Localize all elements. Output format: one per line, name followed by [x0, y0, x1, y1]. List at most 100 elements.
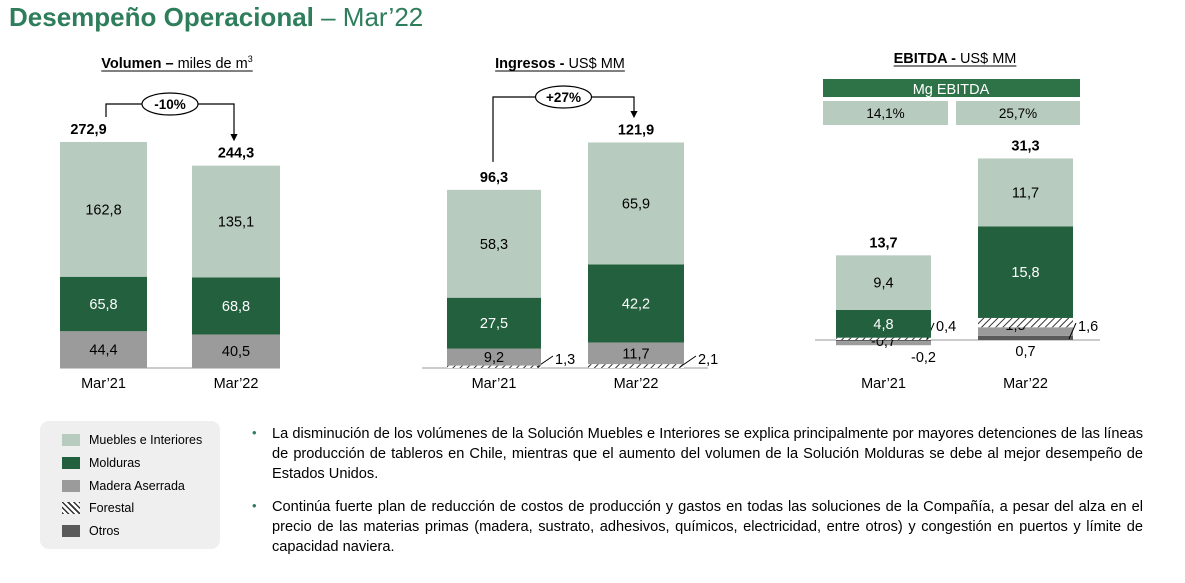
bar-segment-madera-aserrada [588, 342, 684, 365]
page-title-main: Desempeño Operacional [9, 2, 314, 32]
bar-value-label: 42,2 [622, 296, 650, 312]
bar-segment-otros [836, 340, 931, 342]
bar-segment-madera-aserrada [192, 334, 280, 368]
bullet-text: Continúa fuerte plan de reducción de cos… [272, 499, 1143, 555]
leader-line [1068, 322, 1077, 340]
bar-segment-madera-aserrada [447, 348, 541, 366]
legend-label: Forestal [89, 501, 135, 516]
bar-segment-muebles-e-interiores [447, 189, 541, 298]
margin-box [823, 101, 948, 125]
legend-swatch [62, 525, 80, 538]
bar-value-label: 0,4 [936, 319, 956, 335]
page-title: Desempeño Operacional – Mar’22 [9, 2, 423, 33]
bar-value-label: 27,5 [480, 316, 508, 332]
bar-segment-muebles-e-interiores [60, 141, 147, 277]
category-label: Mar’22 [614, 376, 659, 392]
margin-value: 25,7% [999, 106, 1037, 121]
legend-item-madera-aserrada: Madera Aserrada [62, 478, 185, 494]
legend-label: Otros [89, 524, 120, 539]
bar-value-label: 65,9 [622, 196, 650, 212]
leader-line [679, 355, 697, 368]
bar-value-label: 9,4 [873, 276, 893, 292]
bar-value-label: 4,8 [873, 317, 893, 333]
margin-header-label: Mg EBITDA [913, 82, 990, 98]
legend-swatch [62, 456, 80, 469]
bar-value-label: 44,4 [89, 343, 117, 359]
legend-label: Madera Aserrada [89, 478, 185, 493]
bar-segment-molduras [588, 264, 684, 343]
chart-title: Volumen – miles de m3 [101, 54, 252, 72]
bar-segment-forestal [978, 317, 1073, 328]
bullet-item: • Continúa fuerte plan de reducción de co… [252, 497, 1143, 557]
category-label: Mar’21 [472, 376, 517, 392]
bar-segment-muebles-e-interiores [836, 255, 931, 310]
bar-value-label: 1,6 [1078, 319, 1098, 335]
bullet-dot-icon: • [252, 425, 257, 440]
bar-total-label: 96,3 [480, 170, 508, 186]
bar-value-label: 11,7 [622, 346, 649, 362]
bar-segment-forestal [588, 364, 684, 368]
chart-title: EBITDA - US$ MM [894, 51, 1017, 67]
bar-value-label: 58,3 [480, 237, 508, 253]
bar-segment-forestal [836, 337, 931, 340]
bar-segment-molduras [192, 277, 280, 335]
bar-segment-molduras [60, 276, 147, 332]
bar-total-label: 13,7 [869, 235, 897, 251]
bar-total-label: 31,3 [1011, 138, 1039, 154]
bar-value-label: 40,5 [222, 344, 250, 360]
category-label: Mar’22 [1003, 376, 1048, 392]
legend-item-molduras: Molduras [62, 455, 140, 471]
bar-value-label: 0,7 [1015, 344, 1035, 360]
bullet-item: • La disminución de los volúmenes de la S… [252, 424, 1143, 484]
commentary: • La disminución de los volúmenes de la S… [252, 424, 1143, 570]
bar-segment-madera-aserrada [836, 341, 931, 346]
bar-segment-molduras [447, 297, 541, 349]
bar-segment-muebles-e-interiores [978, 158, 1073, 227]
bar-value-label: 162,8 [85, 202, 121, 218]
bar-segment-muebles-e-interiores [192, 165, 280, 278]
bullet-dot-icon: • [252, 498, 257, 513]
legend-item-forestal: Forestal [62, 500, 134, 516]
change-badge-label: -10% [154, 97, 186, 112]
legend: Muebles e Interiores Molduras Madera Aserr… [40, 421, 220, 549]
legend-label: Molduras [89, 455, 141, 470]
bar-value-label: 9,2 [484, 350, 504, 366]
bar-value-label: 135,1 [218, 215, 254, 231]
bar-value-label: 1,3 [555, 352, 575, 368]
legend-item-muebles-e-interiores: Muebles e Interiores [62, 432, 202, 448]
bar-segment-otros [978, 335, 1073, 340]
category-label: Mar’21 [81, 376, 126, 392]
bar-value-label: 68,8 [222, 299, 250, 315]
category-label: Mar’21 [861, 376, 906, 392]
bar-value-label: 15,8 [1011, 265, 1039, 281]
margin-value: 14,1% [866, 106, 904, 121]
bar-segment-molduras [978, 226, 1073, 318]
legend-item-otros: Otros [62, 523, 120, 539]
category-label: Mar’22 [214, 376, 259, 392]
bar-value-label: 11,7 [1012, 185, 1039, 201]
legend-label: Muebles e Interiores [89, 433, 203, 447]
bar-value-label: -0,2 [911, 350, 936, 366]
bar-total-label: 272,9 [70, 122, 106, 138]
chart-title: Ingresos - US$ MM [495, 56, 625, 72]
bar-segment-molduras [836, 309, 931, 338]
change-badge [141, 92, 199, 116]
legend-swatch [62, 434, 80, 446]
legend-swatch [62, 479, 80, 492]
bar-segment-forestal [447, 365, 541, 368]
bar-segment-madera-aserrada [60, 331, 147, 368]
bar-total-label: 244,3 [218, 146, 254, 162]
bar-segment-muebles-e-interiores [588, 142, 684, 265]
bar-value-label: 65,8 [89, 297, 117, 313]
page-subtitle: – Mar’22 [321, 2, 424, 32]
bar-segment-madera-aserrada [978, 327, 1073, 336]
margin-box [956, 101, 1080, 125]
bar-value-label: 2,1 [698, 352, 718, 368]
bar-total-label: 121,9 [618, 122, 654, 138]
legend-swatch [62, 502, 80, 515]
change-badge-label: +27% [546, 90, 581, 105]
margin-header [823, 79, 1080, 97]
change-badge [534, 85, 593, 109]
bullet-text: La disminución de los volúmenes de la So… [272, 426, 1143, 482]
